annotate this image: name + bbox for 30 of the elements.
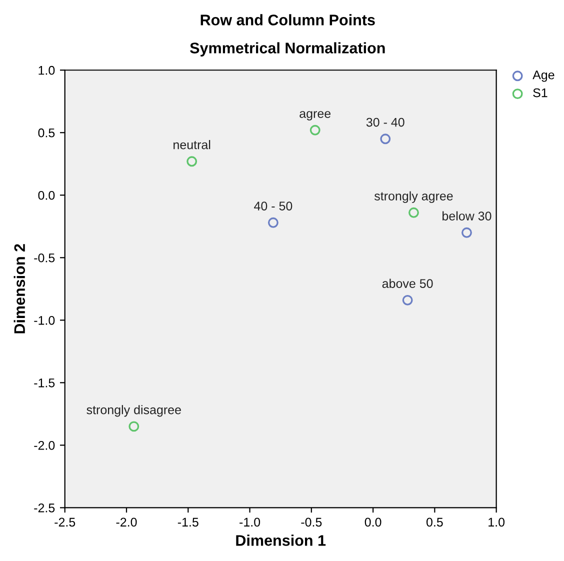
x-tick-label: -1.0 xyxy=(240,518,260,527)
x-axis-title: Dimension 1 xyxy=(236,534,326,546)
annotation: neutral xyxy=(174,140,210,150)
x-tick-label: 1.0 xyxy=(488,518,505,527)
legend-label: Age xyxy=(532,70,554,82)
annotation: 30 - 40 xyxy=(366,118,404,127)
y-axis-title: Dimension 2 xyxy=(14,244,26,334)
y-tick-label: 0.5 xyxy=(38,128,55,138)
chart-subtitle: Symmetrical Normalization xyxy=(190,42,385,56)
annotation: below 30 xyxy=(442,211,492,220)
x-tick-label: -0.5 xyxy=(301,518,322,527)
annotation: strongly agree xyxy=(374,191,453,203)
x-tick-label: -1.5 xyxy=(178,518,198,527)
x-tick-label: 0.0 xyxy=(364,518,382,527)
y-tick-label: 1.0 xyxy=(38,66,55,75)
x-tick-label: 0.5 xyxy=(426,518,443,527)
y-tick-label: -2.5 xyxy=(34,504,55,512)
chart-title: Row and Column Points xyxy=(200,14,375,26)
x-tick-label: -2.5 xyxy=(54,518,76,527)
y-tick-label: -1.5 xyxy=(34,378,55,388)
y-tick-label: -2.0 xyxy=(34,440,55,450)
annotation: above 50 xyxy=(382,278,433,288)
x-tick-label: -2.0 xyxy=(116,518,137,527)
y-tick-label: 0.0 xyxy=(38,190,55,200)
y-tick-label: -0.5 xyxy=(34,253,55,262)
annotation: agree xyxy=(300,111,331,120)
y-tick-label: -1.0 xyxy=(34,316,55,325)
annotation: 40 - 50 xyxy=(254,202,292,210)
annotation: strongly disagree xyxy=(86,405,181,417)
legend-label: S1 xyxy=(533,88,548,98)
